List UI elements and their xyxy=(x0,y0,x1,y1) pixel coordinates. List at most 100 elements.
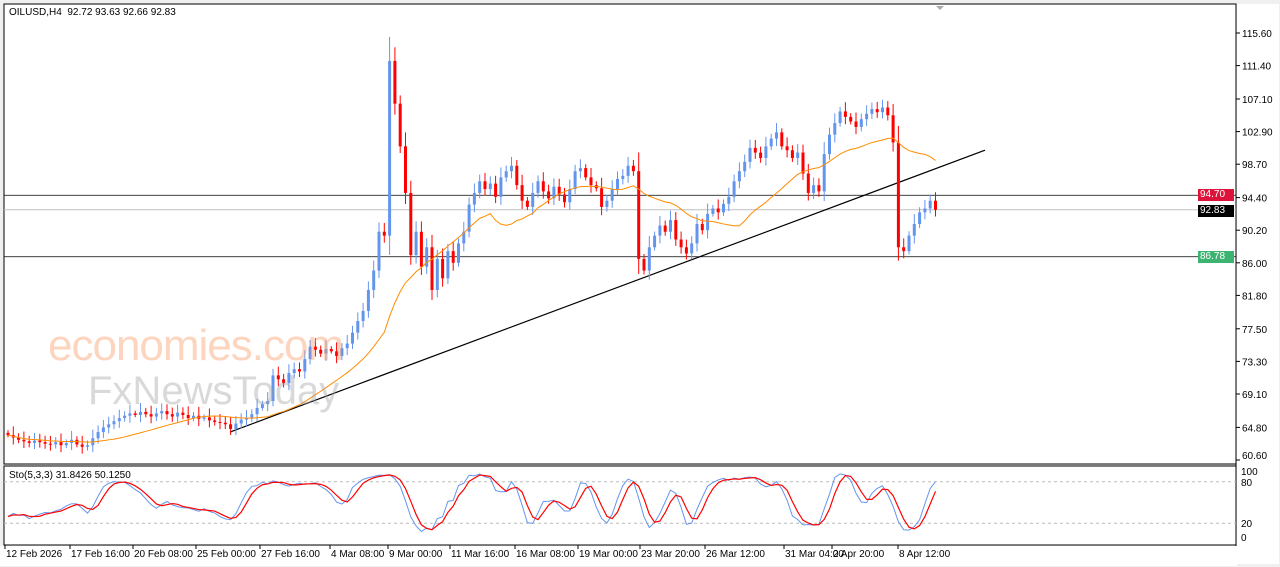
bullish-candle xyxy=(160,411,164,414)
bullish-candle xyxy=(446,251,450,279)
bearish-candle xyxy=(17,437,21,440)
bullish-candle xyxy=(918,212,922,224)
bullish-candle xyxy=(722,203,725,213)
time-tick-label: 25 Feb 00:00 xyxy=(197,549,256,560)
price-tick-label: 102.90 xyxy=(1242,128,1273,139)
bullish-candle xyxy=(764,146,768,158)
bearish-candle xyxy=(186,414,190,419)
bearish-candle xyxy=(441,258,445,279)
bullish-candle xyxy=(245,418,248,420)
bearish-candle xyxy=(584,168,588,178)
bearish-candle xyxy=(547,191,551,199)
bullish-candle xyxy=(552,186,556,199)
bullish-candle xyxy=(107,424,111,428)
time-tick-label: 31 Mar 04:00 xyxy=(785,549,844,560)
bearish-candle xyxy=(557,186,561,195)
bullish-candle xyxy=(377,231,381,271)
bearish-candle xyxy=(22,439,26,442)
bearish-candle xyxy=(637,171,641,259)
bullish-candle xyxy=(54,442,58,445)
bullish-candle xyxy=(271,375,275,401)
bullish-candle xyxy=(838,111,842,124)
bearish-candle xyxy=(843,111,847,117)
time-tick-label: 9 Mar 00:00 xyxy=(389,549,443,560)
time-tick-label: 2 Apr 20:00 xyxy=(833,549,885,560)
time-tick-label: 26 Mar 12:00 xyxy=(706,549,765,560)
bullish-candle xyxy=(796,152,800,158)
bullish-candle xyxy=(658,225,662,236)
bearish-candle xyxy=(229,424,233,429)
bullish-candle xyxy=(361,310,365,322)
bearish-candle xyxy=(589,177,593,186)
bullish-candle xyxy=(669,220,672,232)
bullish-candle xyxy=(531,192,535,207)
bearish-candle xyxy=(520,185,524,201)
bearish-candle xyxy=(631,165,635,172)
bearish-candle xyxy=(319,349,323,354)
bearish-candle xyxy=(218,421,222,423)
time-tick-label: 27 Feb 16:00 xyxy=(261,549,320,560)
bullish-candle xyxy=(303,359,307,372)
bullish-candle xyxy=(356,321,360,333)
bullish-candle xyxy=(478,181,482,193)
bullish-candle xyxy=(64,442,68,446)
bullish-candle xyxy=(287,373,291,384)
bullish-candle xyxy=(812,185,816,193)
bearish-candle xyxy=(398,103,402,147)
bearish-candle xyxy=(430,247,434,290)
time-tick-label: 23 Mar 20:00 xyxy=(641,549,700,560)
stochastic-level-label: 100 xyxy=(1241,467,1258,478)
price-tick-label: 94.40 xyxy=(1242,194,1267,205)
bearish-candle xyxy=(674,220,678,240)
bearish-candle xyxy=(790,150,794,158)
bullish-candle xyxy=(828,134,831,155)
bullish-candle xyxy=(234,423,238,429)
bearish-candle xyxy=(149,414,153,417)
bullish-candle xyxy=(711,208,715,214)
bearish-candle xyxy=(298,369,301,372)
bearish-candle xyxy=(276,375,280,380)
bearish-candle xyxy=(891,115,895,143)
bullish-candle xyxy=(372,270,376,290)
symbol-ohlc-header: OILUSD,H4 92.72 93.63 92.66 92.83 xyxy=(9,7,176,18)
price-tick-label: 86.00 xyxy=(1242,259,1267,270)
bullish-candle xyxy=(822,154,826,192)
bearish-candle xyxy=(382,231,386,236)
bullish-candle xyxy=(457,243,460,263)
bearish-candle xyxy=(684,247,688,254)
bullish-candle xyxy=(351,332,354,344)
bearish-candle xyxy=(780,132,784,147)
time-tick-label: 12 Feb 2026 xyxy=(6,549,63,560)
bullish-candle xyxy=(308,346,312,360)
bearish-candle xyxy=(181,412,185,415)
bullish-candle xyxy=(425,247,429,267)
bullish-candle xyxy=(912,223,916,236)
bullish-candle xyxy=(340,348,344,356)
bullish-candle xyxy=(176,412,180,417)
bearish-candle xyxy=(170,414,174,417)
bullish-candle xyxy=(737,171,741,182)
bullish-candle xyxy=(154,413,158,417)
bearish-candle xyxy=(6,432,10,436)
bearish-candle xyxy=(934,200,937,210)
bullish-candle xyxy=(467,204,471,232)
bullish-candle xyxy=(239,419,243,424)
bearish-candle xyxy=(48,443,52,445)
bullish-candle xyxy=(833,123,837,135)
bullish-candle xyxy=(536,181,540,193)
bearish-candle xyxy=(335,351,339,356)
current-price-tag: 92.83 xyxy=(1198,205,1234,217)
resistance-price-tag: 94.70 xyxy=(1198,189,1234,201)
bearish-candle xyxy=(393,60,397,104)
bullish-candle xyxy=(881,107,884,113)
bearish-candle xyxy=(419,231,423,267)
bearish-candle xyxy=(817,185,821,192)
bullish-candle xyxy=(775,132,778,139)
price-tick-label: 77.50 xyxy=(1242,325,1267,336)
stochastic-label: Sto(5,3,3) 31.8426 50.1250 xyxy=(9,470,131,481)
time-tick-label: 20 Feb 08:00 xyxy=(134,549,193,560)
bearish-candle xyxy=(80,444,84,447)
bullish-candle xyxy=(123,415,127,419)
bearish-candle xyxy=(875,109,879,113)
